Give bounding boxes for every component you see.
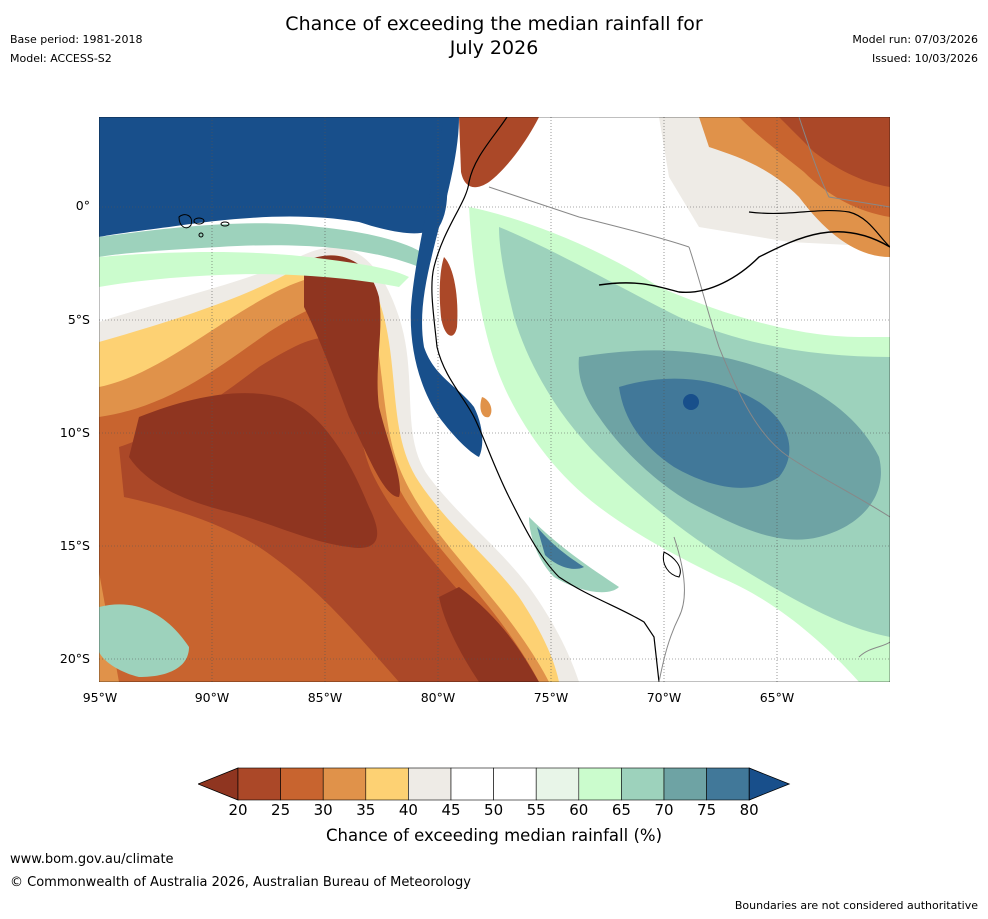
wet-coastal-south-core	[537, 527, 584, 569]
colorbar-tick-label: 75	[697, 801, 717, 819]
colorbar-tick-label: 25	[271, 801, 291, 819]
colorbar-segment	[535, 767, 580, 801]
lon-label-80w: 80°W	[420, 690, 456, 705]
wet-sw-patch	[99, 604, 189, 677]
meta-left: Base period: 1981-2018 Model: ACCESS-S2	[10, 30, 142, 68]
colorbar-tick-label: 65	[611, 801, 631, 819]
amazon-river	[598, 231, 891, 293]
map-title: Chance of exceeding the median rainfall …	[0, 12, 988, 60]
dry-coastal-spot-1	[439, 257, 458, 336]
model-name: Model: ACCESS-S2	[10, 52, 112, 65]
wet-60-65-band	[99, 252, 409, 287]
colorbar-segment	[663, 767, 707, 801]
colorbar-segment	[706, 767, 750, 801]
lon-label-65w: 65°W	[759, 690, 795, 705]
wet-above-80-spot	[683, 394, 699, 410]
model-run: Model run: 07/03/2026	[852, 33, 978, 46]
wet-coastal-strip	[410, 117, 483, 457]
lon-label-70w: 70°W	[646, 690, 682, 705]
colorbar-tick-label: 45	[441, 801, 461, 819]
colorbar-segment	[237, 767, 281, 801]
footer-copyright: © Commonwealth of Australia 2026, Austra…	[10, 875, 471, 890]
dry-ne-20-25	[779, 117, 890, 187]
colorbar	[196, 767, 794, 805]
colorbar-label: Chance of exceeding median rainfall (%)	[325, 826, 663, 845]
rainfall-map	[98, 116, 891, 683]
lat-label-0: 0°	[75, 198, 90, 213]
colorbar-segment	[322, 767, 367, 801]
colorbar-segment	[408, 767, 452, 801]
footer-note: Boundaries are not considered authoritat…	[734, 899, 978, 912]
graticule	[99, 117, 890, 682]
issued-date: Issued: 10/03/2026	[871, 52, 978, 65]
colorbar-svg	[196, 767, 791, 801]
colorbar-tick-label: 55	[526, 801, 546, 819]
dry-coastal-north	[459, 117, 539, 188]
river-north	[748, 209, 891, 248]
dry-below-20-south	[439, 587, 539, 682]
colorbar-segment	[493, 767, 537, 801]
lat-label-10s: 10°S	[59, 425, 90, 440]
galapagos-islands	[178, 214, 230, 238]
colorbar-tick-label: 70	[654, 801, 674, 819]
wet-coastal-south	[529, 517, 619, 593]
colorbar-segment	[450, 767, 494, 801]
lon-label-95w: 95°W	[82, 690, 118, 705]
colorbar-tick-label: 50	[484, 801, 504, 819]
lake-titicaca	[662, 551, 681, 578]
colorbar-segment	[578, 767, 622, 801]
lat-label-20s: 20°S	[59, 651, 90, 666]
meta-right: Model run: 07/03/2026 Issued: 10/03/2026	[852, 30, 978, 68]
colorbar-segment	[365, 767, 409, 801]
colorbar-segment	[621, 767, 665, 801]
colorbar-tick-label: 35	[356, 801, 376, 819]
colorbar-under-triangle	[196, 767, 239, 801]
lat-label-15s: 15°S	[59, 538, 90, 553]
colorbar-tick-label: 30	[313, 801, 333, 819]
dry-below-20-north	[304, 255, 400, 497]
coastline	[431, 116, 660, 683]
wet-75-80-core	[619, 378, 790, 488]
lon-label-85w: 85°W	[307, 690, 343, 705]
map-canvas	[98, 116, 891, 683]
colorbar-tick-label: 60	[569, 801, 589, 819]
dry-coastal-spot-2	[480, 397, 492, 418]
colorbar-tick-label: 20	[228, 801, 248, 819]
colorbar-over-triangle	[748, 767, 791, 801]
title-line-1: Chance of exceeding the median rainfall …	[285, 13, 703, 35]
lon-label-90w: 90°W	[194, 690, 230, 705]
lat-label-5s: 5°S	[67, 312, 90, 327]
country-borders	[488, 116, 891, 683]
lon-label-75w: 75°W	[533, 690, 569, 705]
footer-url: www.bom.gov.au/climate	[10, 852, 174, 867]
colorbar-tick-label: 80	[739, 801, 759, 819]
wet-65-70-band	[99, 223, 429, 267]
base-period: Base period: 1981-2018	[10, 33, 143, 46]
dry-below-20-core	[129, 393, 378, 548]
title-line-2: July 2026	[449, 37, 539, 59]
colorbar-tick-label: 40	[398, 801, 418, 819]
colorbar-segment	[280, 767, 324, 801]
